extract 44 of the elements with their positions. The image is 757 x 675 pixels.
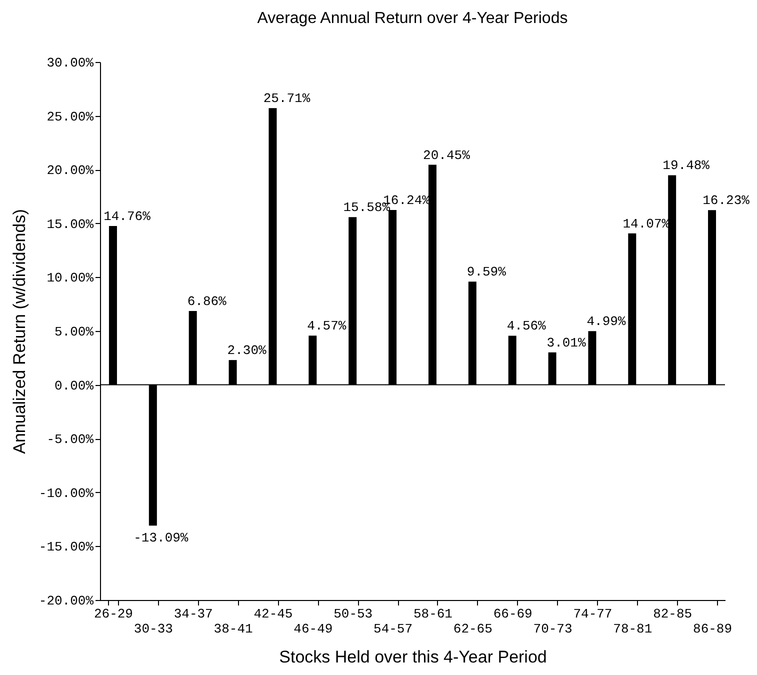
data-label: 15.58%: [343, 200, 390, 216]
x-tick-label: 74-77: [573, 606, 612, 622]
x-tick-label: 50-53: [334, 606, 373, 622]
y-tick-label: 0.00%: [54, 378, 94, 394]
y-tick-label: -5.00%: [46, 432, 94, 448]
y-tick-label: 20.00%: [46, 163, 94, 178]
y-axis-title: Annualized Return (w/dividends): [10, 209, 29, 454]
x-axis-title: Stocks Held over this 4-Year Period: [279, 648, 547, 666]
data-label: 4.57%: [307, 318, 346, 334]
x-tick-label: 58-61: [413, 606, 453, 622]
data-label: 6.86%: [187, 294, 227, 309]
y-tick-label: -15.00%: [38, 540, 94, 555]
x-tick-label: 26-29: [94, 606, 133, 622]
x-tick-label: 86-89: [693, 622, 732, 636]
chart-title: Average Annual Return over 4-Year Periods: [257, 10, 568, 27]
y-tick-label: 25.00%: [46, 109, 94, 124]
data-label: 4.56%: [506, 318, 546, 334]
x-tick-label: 38-41: [214, 622, 253, 636]
data-label: -13.09%: [134, 530, 188, 546]
x-tick-label: 30-33: [134, 622, 173, 636]
data-label: 14.76%: [104, 208, 151, 224]
y-tick-label: -10.00%: [38, 486, 94, 501]
x-tick-label: 66-69: [493, 606, 532, 622]
x-tick-label: 42-45: [254, 606, 293, 622]
data-label: 19.48%: [662, 158, 710, 174]
y-tick-label: 5.00%: [54, 324, 94, 340]
data-label: 2.30%: [227, 343, 266, 358]
data-label: 4.99%: [586, 314, 626, 330]
x-tick-label: 78-81: [613, 622, 652, 636]
x-tick-label: 70-73: [533, 622, 572, 636]
y-tick-label: -20.00%: [38, 594, 94, 608]
y-tick-label: 30.00%: [46, 56, 94, 70]
data-label: 9.59%: [466, 264, 506, 280]
x-tick-label: 82-85: [653, 606, 692, 622]
data-label: 3.01%: [546, 335, 586, 350]
data-label: 16.23%: [702, 193, 750, 208]
x-tick-label: 54-57: [374, 622, 413, 636]
y-tick-label: 10.00%: [46, 270, 94, 286]
x-tick-label: 34-37: [174, 606, 213, 622]
data-label: 20.45%: [423, 148, 470, 163]
data-label: 25.71%: [263, 91, 310, 106]
y-tick-label: 15.00%: [46, 216, 94, 232]
x-tick-label: 46-49: [294, 622, 333, 636]
x-tick-label: 62-65: [453, 622, 492, 636]
